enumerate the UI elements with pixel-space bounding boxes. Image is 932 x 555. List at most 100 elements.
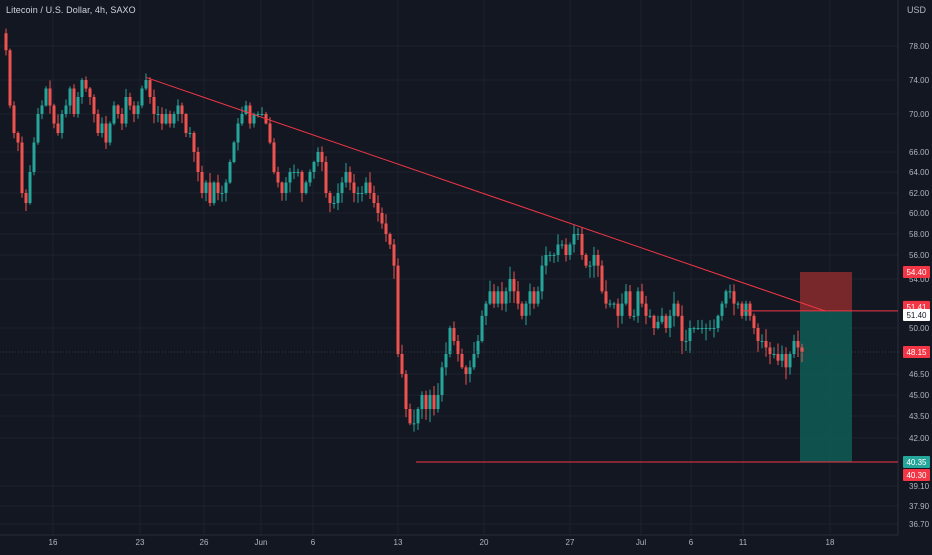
price-tick-label: 60.00 (909, 209, 930, 218)
candle-body (236, 123, 240, 143)
candle-body (408, 409, 412, 424)
candle-body (144, 80, 148, 89)
candle-body (788, 354, 792, 368)
candle-body (472, 354, 476, 368)
candle-body (80, 80, 84, 97)
candle-body (640, 291, 644, 304)
grid (0, 0, 899, 536)
candle-body (60, 114, 64, 133)
candle-body (560, 244, 564, 246)
candle-body (84, 80, 88, 89)
candle-body (568, 244, 572, 255)
time-axis[interactable]: 16 23 26 Jun 6 13 20 27 Jul 6 11 18 (49, 538, 835, 547)
drawn-lines (0, 76, 898, 463)
candle-body (36, 114, 40, 143)
candle-body (572, 234, 576, 245)
candle-body (432, 395, 436, 409)
position-zones (800, 272, 852, 462)
price-label-text: 51.40 (906, 311, 927, 320)
time-tick-label: 6 (689, 538, 694, 547)
candle-body (764, 340, 768, 348)
candle-body (88, 88, 92, 97)
candle-body (248, 105, 252, 124)
candle-body (72, 88, 76, 114)
candle-body (32, 142, 36, 172)
candle-body (92, 97, 96, 114)
price-tick-label: 62.00 (909, 189, 930, 198)
price-tick-label: 56.00 (909, 251, 930, 260)
candle-body (300, 172, 304, 193)
candle-body (296, 172, 300, 173)
candle-body (216, 182, 220, 193)
candle-body (232, 142, 236, 162)
price-label-text: 54.40 (906, 268, 927, 277)
candle-body (292, 172, 296, 173)
candle-body (696, 328, 700, 329)
candle-body (192, 133, 196, 152)
candle-body (112, 105, 116, 124)
candle-body (768, 347, 772, 354)
price-label-bg (903, 346, 930, 358)
candle-body (284, 182, 288, 193)
candle-body (540, 265, 544, 292)
candle-body (328, 193, 332, 203)
candle-body (4, 33, 8, 51)
candle-body (340, 182, 344, 193)
candle-body (180, 105, 184, 114)
price-tick-label: 46.50 (909, 370, 930, 379)
candle-body (420, 395, 424, 409)
candle-body (504, 291, 508, 304)
price-tick-label: 70.00 (909, 110, 930, 119)
candle-body (620, 303, 624, 316)
candle-body (308, 172, 312, 183)
candle-body (796, 340, 800, 348)
candle-body (772, 354, 776, 355)
candle-body (668, 315, 672, 328)
candle-body (708, 328, 712, 329)
candle-body (440, 367, 444, 395)
candle-body (316, 152, 320, 162)
candle-body (104, 123, 108, 143)
candle-body (520, 303, 524, 316)
candle-body (124, 97, 128, 124)
candle-body (732, 291, 736, 304)
candle-body (456, 340, 460, 354)
candle-body (136, 105, 140, 114)
candle-body (628, 291, 632, 316)
candle-body (688, 328, 692, 341)
candle-body (304, 182, 308, 193)
candle-body (648, 315, 652, 317)
price-axis[interactable]: 78.00 74.00 70.00 66.00 64.00 62.00 60.00 58.00… (909, 42, 930, 529)
price-tick-label: 64.00 (909, 168, 930, 177)
candle-body (344, 172, 348, 183)
candle-body (260, 114, 264, 115)
candle-body (684, 340, 688, 342)
candle-body (436, 395, 440, 409)
candle-body (452, 328, 456, 341)
time-tick-label: 18 (826, 538, 835, 547)
candle-body (256, 114, 260, 115)
candle-body (48, 88, 52, 106)
candle-body (712, 328, 716, 329)
candle-body (580, 234, 584, 255)
price-tick-label: 39.10 (909, 482, 930, 491)
candle-body (784, 354, 788, 368)
candle-body (380, 213, 384, 224)
candle-body (12, 105, 16, 133)
candle-body (76, 97, 80, 114)
symbol-title: Litecoin / U.S. Dollar, 4h, SAXO (6, 5, 136, 15)
candle-body (448, 328, 452, 354)
candle-body (444, 354, 448, 368)
candles (4, 28, 804, 432)
candle-body (624, 291, 628, 304)
candle-body (596, 255, 600, 266)
candle-body (700, 328, 704, 329)
candle-body (244, 105, 248, 114)
candle-body (384, 223, 388, 234)
candle-body (656, 321, 660, 328)
candle-body (720, 303, 724, 316)
candle-body (584, 255, 588, 266)
